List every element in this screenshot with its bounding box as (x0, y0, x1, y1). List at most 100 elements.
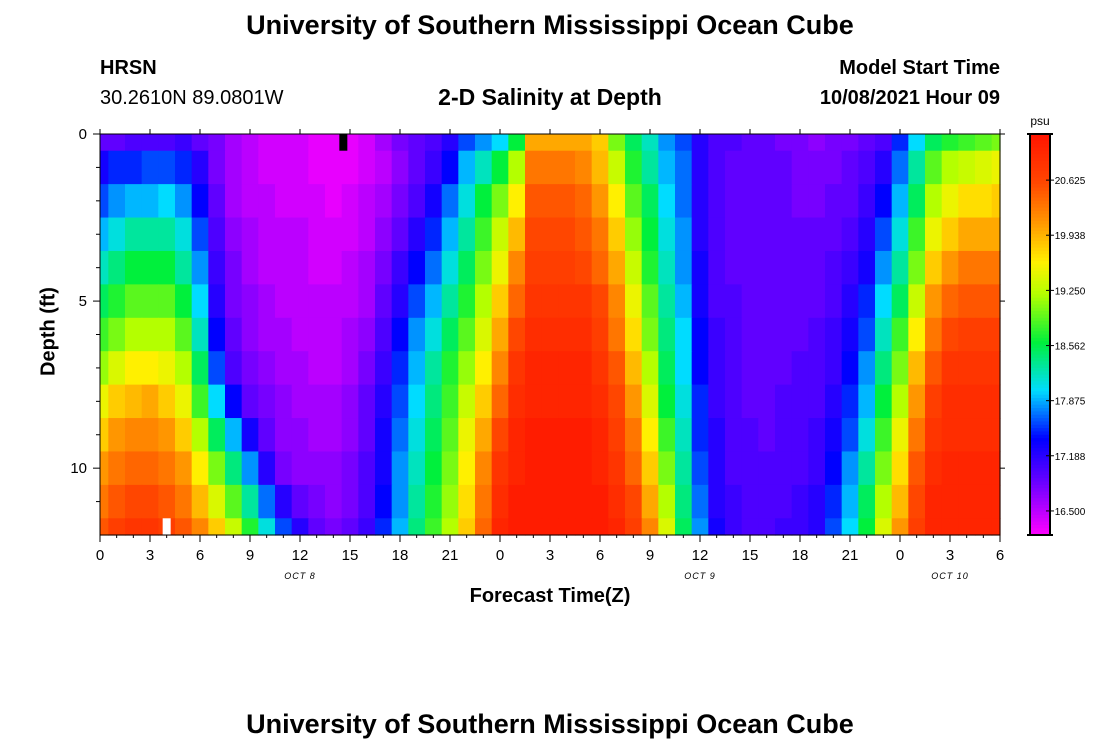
heatmap-cell (458, 317, 476, 352)
heatmap-cell (325, 518, 343, 536)
heatmap-cell (525, 451, 543, 486)
colorbar-segment (1030, 170, 1050, 175)
colorbar-segment (1030, 384, 1050, 389)
heatmap-cell (475, 250, 493, 285)
heatmap-cell (258, 518, 276, 536)
colorbar-segment (1030, 401, 1050, 406)
heatmap-cell (541, 134, 559, 152)
heatmap-cell (558, 451, 576, 486)
heatmap-cell (741, 284, 759, 319)
heatmap-cell (158, 418, 176, 453)
heatmap-cell (441, 134, 459, 152)
heatmap-cell (291, 284, 309, 319)
heatmap-cell (458, 518, 476, 536)
colorbar-segment (1030, 371, 1050, 376)
heatmap-cell (458, 150, 476, 185)
heatmap-cell (208, 418, 226, 453)
heatmap-cell (591, 418, 609, 453)
colorbar-segment (1030, 284, 1050, 289)
heatmap-cell (100, 418, 109, 453)
heatmap-cell (375, 484, 393, 519)
heatmap-cell (758, 250, 776, 285)
heatmap-cell (425, 317, 443, 352)
heatmap-cell (358, 284, 376, 319)
heatmap-cell (508, 451, 526, 486)
colorbar-segment (1030, 484, 1050, 489)
colorbar-segment (1030, 421, 1050, 426)
heatmap-cell (458, 134, 476, 152)
heatmap-cell (708, 518, 726, 536)
colorbar-segment (1030, 287, 1050, 292)
heatmap-cell (275, 418, 293, 453)
heatmap-cell (925, 150, 943, 185)
heatmap-cell (491, 184, 509, 219)
x-tick-label: 6 (996, 547, 1004, 564)
heatmap-cell (791, 150, 809, 185)
colorbar-segment (1030, 254, 1050, 259)
heatmap-cell (375, 250, 393, 285)
heatmap-cell (441, 518, 459, 536)
heatmap-cell (558, 184, 576, 219)
heatmap-cell (358, 317, 376, 352)
heatmap-cell (608, 418, 626, 453)
heatmap-cell (208, 150, 226, 185)
heatmap-cell (675, 418, 693, 453)
colorbar-segment (1030, 454, 1050, 459)
heatmap-cell (891, 518, 909, 536)
heatmap-cell (891, 384, 909, 419)
heatmap-cell (208, 184, 226, 219)
heatmap-cell (941, 184, 959, 219)
heatmap-cell (575, 150, 593, 185)
colorbar-segment (1030, 184, 1050, 189)
heatmap-cell (408, 384, 426, 419)
heatmap-cell (991, 217, 1001, 252)
heatmap-cell (575, 250, 593, 285)
x-tick-label: 12 (292, 547, 309, 564)
heatmap-cell (658, 518, 676, 536)
heatmap-cell (225, 184, 243, 219)
colorbar-segment (1030, 234, 1050, 239)
heatmap-cell (625, 184, 643, 219)
heatmap-cell (325, 351, 343, 386)
heatmap-cell (341, 284, 359, 319)
heatmap-cell (341, 351, 359, 386)
heatmap-cell (591, 150, 609, 185)
heatmap-cell (375, 150, 393, 185)
heatmap-cell (525, 351, 543, 386)
heatmap-cell (375, 384, 393, 419)
heatmap-cell (625, 134, 643, 152)
heatmap-cell (608, 484, 626, 519)
colorbar-segment (1030, 271, 1050, 275)
heatmap-cell (491, 217, 509, 252)
heatmap-cell (691, 134, 709, 152)
heatmap-cell (791, 418, 809, 453)
colorbar-segment (1030, 260, 1050, 265)
heatmap-cell (525, 484, 543, 519)
heatmap-cell (258, 284, 276, 319)
heatmap-cell (558, 351, 576, 386)
heatmap-cell (258, 351, 276, 386)
heatmap-cell (141, 484, 159, 519)
heatmap-cell (825, 418, 843, 453)
heatmap-cell (291, 150, 309, 185)
time-marker (162, 518, 171, 535)
heatmap-cell (475, 351, 493, 386)
heatmap-cell (208, 518, 226, 536)
heatmap-cell (725, 351, 743, 386)
heatmap-cell (891, 451, 909, 486)
heatmap-cell (691, 184, 709, 219)
heatmap-cell (141, 418, 159, 453)
heatmap-cell (491, 518, 509, 536)
heatmap-cell (741, 217, 759, 252)
heatmap-cell (275, 351, 293, 386)
heatmap-cell (175, 451, 193, 486)
x-tick-label: 18 (392, 547, 409, 564)
heatmap-cell (208, 284, 226, 319)
heatmap-cell (341, 217, 359, 252)
heatmap-cell (825, 217, 843, 252)
heatmap-cell (475, 134, 493, 152)
heatmap-cell (425, 384, 443, 419)
heatmap-cell (158, 384, 176, 419)
heatmap-cell (758, 217, 776, 252)
heatmap-cell (258, 418, 276, 453)
